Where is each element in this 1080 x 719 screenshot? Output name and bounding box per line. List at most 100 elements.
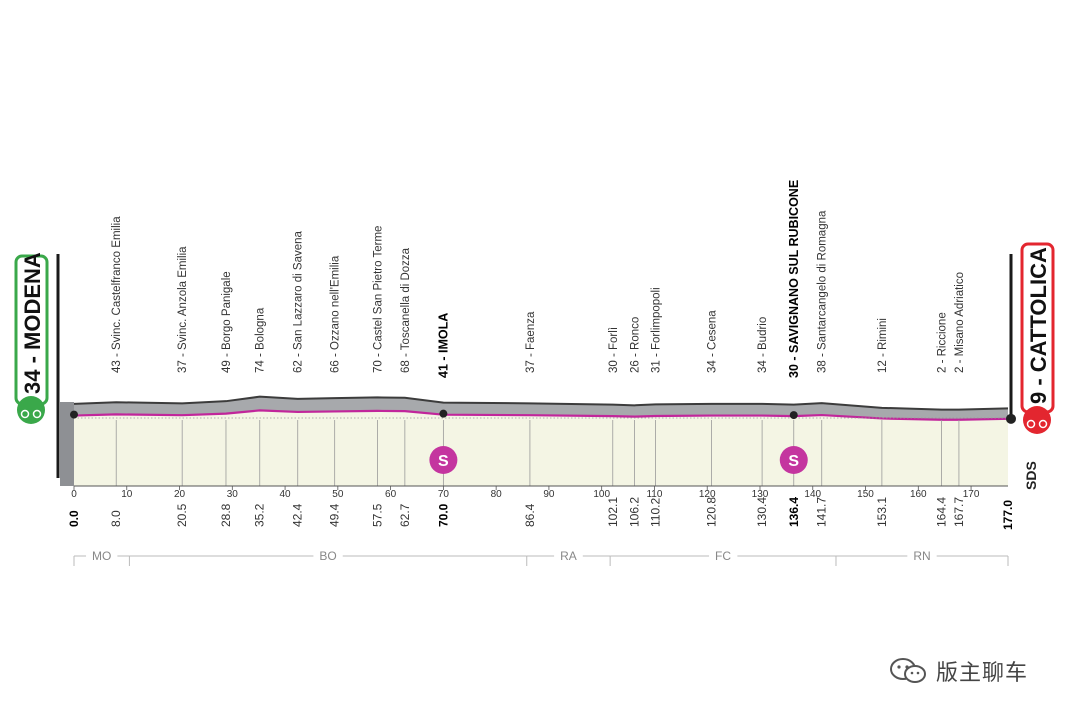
km-label: 35.2 bbox=[253, 503, 267, 527]
region-label-bg bbox=[86, 548, 118, 564]
region-label: MO bbox=[92, 549, 111, 563]
km-label: 70.0 bbox=[436, 503, 450, 527]
region-label-bg bbox=[709, 548, 738, 564]
km-label: 136.4 bbox=[787, 497, 801, 527]
start-point bbox=[70, 410, 78, 419]
place-label: 62 - San Lazzaro di Savena bbox=[293, 230, 305, 373]
start-cyclist-icon bbox=[17, 396, 45, 424]
km-label: 86.4 bbox=[523, 503, 537, 527]
km-label: 28.8 bbox=[219, 503, 233, 527]
place-labels: 43 - Svinc. Castelfranco Emilia 37 - Svin… bbox=[111, 180, 966, 378]
place-label: 70 - Castel San Pietro Terme bbox=[372, 226, 384, 373]
place-label: 37 - Svinc. Anzola Emilia bbox=[177, 246, 189, 373]
start-wheel-icon bbox=[20, 409, 30, 419]
place-label: 30 - Forlì bbox=[608, 327, 620, 373]
sprint-marker bbox=[779, 446, 808, 474]
sprint-icon: S bbox=[788, 453, 799, 470]
place-label: 34 - Budrio bbox=[757, 317, 769, 373]
region-label: RN bbox=[913, 549, 930, 563]
x-tick-label: 40 bbox=[280, 489, 292, 500]
place-label: 43 - Svinc. Castelfranco Emilia bbox=[111, 216, 123, 373]
place-label: 26 - Ronco bbox=[629, 317, 641, 373]
finish-point bbox=[1006, 413, 1016, 424]
region-label-bg bbox=[907, 548, 937, 564]
place-label: 49 - Borgo Panigale bbox=[221, 271, 233, 373]
sprint-marker bbox=[429, 446, 458, 474]
region-label-bg bbox=[313, 548, 343, 564]
place-label: 66 - Ozzano nell'Emilia bbox=[330, 255, 342, 373]
km-label: 141.7 bbox=[815, 497, 829, 527]
profile-area bbox=[56, 254, 1013, 486]
km-label: 153.1 bbox=[875, 497, 889, 527]
km-label: 42.4 bbox=[291, 503, 305, 527]
x-tick-label: 0 bbox=[71, 489, 77, 500]
x-tick-label: 90 bbox=[543, 489, 555, 500]
profile-fill bbox=[74, 410, 1008, 486]
km-label: 167.7 bbox=[952, 497, 966, 527]
km-label: 57.5 bbox=[370, 503, 384, 527]
watermark-text: 版主聊车 bbox=[936, 661, 1029, 686]
finish-km: 177.0 bbox=[1001, 500, 1015, 530]
finish-label: 9 - CATTOLICA bbox=[1026, 247, 1051, 404]
km-label: 49.4 bbox=[328, 503, 342, 527]
x-axis: 0 10 20 30 40 50 60 70 80 90 100 110 120 130 140 150 160… bbox=[71, 485, 1008, 500]
region-label-bg bbox=[554, 548, 583, 564]
place-label: 74 - Bologna bbox=[255, 307, 267, 373]
finish-cyclist-icon bbox=[1023, 406, 1051, 434]
sds-logo: SDS bbox=[1023, 461, 1039, 490]
sprint-point bbox=[789, 411, 798, 420]
place-label: 31 - Forlimpopoli bbox=[651, 287, 663, 373]
km-label: 110.2 bbox=[649, 498, 663, 527]
place-label: 38 - Santarcangelo di Romagna bbox=[817, 210, 829, 373]
terminals: 34 - MODENA 9 - CATTOLICA SDS bbox=[14, 242, 1055, 490]
sprint-point bbox=[439, 409, 448, 418]
km-label: 120.8 bbox=[704, 497, 718, 527]
profile-top-band bbox=[74, 396, 1008, 420]
place-label: 68 - Toscanella di Dozza bbox=[400, 247, 412, 373]
place-label: 2 - Misano Adriatico bbox=[954, 272, 966, 373]
start-badge: 34 - MODENA bbox=[14, 252, 49, 424]
region-label: RA bbox=[560, 549, 577, 563]
x-tick-label: 140 bbox=[804, 489, 821, 500]
profile-top-edge bbox=[73, 395, 1009, 411]
km-labels: 8.0 20.5 28.8 35.2 42.4 49.4 57.5 62.7 70.0 86.4 1… bbox=[67, 497, 1015, 530]
x-tick-label: 80 bbox=[491, 489, 503, 500]
x-tick-label: 70 bbox=[438, 489, 450, 500]
start-wheel-icon bbox=[32, 409, 42, 419]
x-tick-label: 50 bbox=[332, 489, 344, 500]
region-label: BO bbox=[319, 549, 336, 563]
km-label: 62.7 bbox=[398, 503, 412, 527]
x-tick-label: 170 bbox=[963, 489, 980, 500]
km-label: 130.4 bbox=[755, 497, 769, 527]
x-tick-label: 110 bbox=[646, 489, 662, 500]
finish-wheel-icon bbox=[1026, 419, 1036, 429]
x-tick-label: 30 bbox=[227, 489, 239, 500]
x-tick-label: 100 bbox=[593, 489, 610, 500]
km-label: 164.4 bbox=[935, 497, 949, 527]
x-tick-label: 160 bbox=[910, 489, 927, 500]
x-tick-label: 60 bbox=[385, 489, 397, 500]
km-label: 102.1 bbox=[606, 497, 620, 527]
finish-wheel-icon bbox=[1038, 419, 1048, 429]
profile-left-side bbox=[60, 402, 74, 486]
wechat-icon bbox=[890, 658, 926, 683]
x-tick-label: 120 bbox=[699, 489, 716, 500]
place-label: 34 - Cesena bbox=[706, 310, 718, 373]
start-km: 0.0 bbox=[67, 510, 81, 527]
place-label: 37 - Faenza bbox=[525, 311, 537, 373]
profile-line bbox=[73, 409, 1009, 421]
place-label: 12 - Rimini bbox=[877, 318, 889, 373]
finish-badge: 9 - CATTOLICA bbox=[1020, 242, 1055, 434]
region-band: MO BO RA FC RN bbox=[73, 548, 1009, 566]
x-tick-label: 10 bbox=[121, 489, 133, 500]
x-tick-label: 130 bbox=[752, 489, 769, 500]
km-label: 106.2 bbox=[627, 497, 641, 527]
x-tick-label: 20 bbox=[174, 489, 186, 500]
watermark: 版主聊车 bbox=[888, 654, 1028, 688]
region-label: FC bbox=[715, 549, 731, 563]
sprint-icon: S bbox=[438, 453, 449, 470]
start-label: 34 - MODENA bbox=[20, 252, 45, 394]
place-label: 30 - SAVIGNANO SUL RUBICONE bbox=[787, 180, 801, 378]
